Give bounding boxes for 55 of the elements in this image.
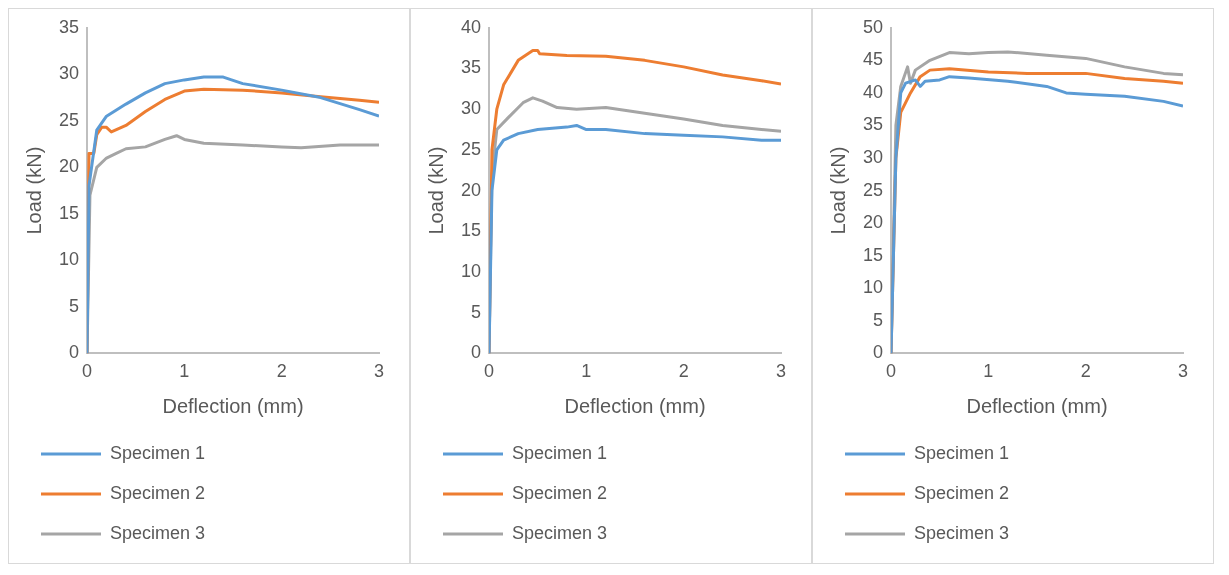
legend-label: Specimen 2 [512, 482, 608, 503]
legend-label: Specimen 3 [914, 522, 1010, 543]
y-tick-label: 20 [58, 156, 80, 177]
x-tick-label: 0 [484, 361, 495, 382]
y-tick-label: 40 [862, 81, 884, 102]
x-tick-label: 0 [82, 361, 93, 382]
x-tick-label: 2 [276, 361, 287, 382]
y-tick-label: 10 [58, 249, 80, 270]
y-axis-title: Load (kN) [826, 146, 849, 235]
y-tick-label: 30 [58, 63, 80, 84]
y-tick-label: 5 [471, 301, 482, 322]
x-axis-title: Deflection (mm) [162, 394, 304, 417]
y-tick-label: 25 [460, 138, 482, 159]
legend-label: Specimen 2 [110, 482, 206, 503]
y-axis-title: Load (kN) [424, 146, 447, 235]
x-tick-label: 0 [886, 361, 897, 382]
legend-label: Specimen 1 [110, 442, 206, 463]
x-tick-label: 3 [373, 361, 385, 382]
y-tick-label: 30 [862, 147, 884, 168]
x-tick-label: 2 [678, 361, 689, 382]
x-tick-label: 1 [581, 361, 592, 382]
y-tick-label: 25 [862, 179, 884, 200]
x-axis-title: Deflection (mm) [966, 394, 1108, 417]
y-axis-title: Load (kN) [22, 146, 45, 235]
y-tick-label: 35 [862, 114, 884, 135]
y-tick-label: 10 [862, 277, 884, 298]
x-tick-label: 3 [775, 361, 787, 382]
x-tick-label: 2 [1080, 361, 1091, 382]
legend-label: Specimen 2 [914, 482, 1010, 503]
y-tick-label: 5 [873, 309, 884, 330]
y-tick-label: 30 [460, 98, 482, 119]
x-tick-label: 1 [983, 361, 994, 382]
y-tick-label: 35 [58, 16, 80, 37]
y-tick-label: 20 [460, 179, 482, 200]
y-tick-label: 15 [862, 244, 884, 265]
x-tick-label: 1 [179, 361, 190, 382]
legend-label: Specimen 3 [512, 522, 608, 543]
legend-label: Specimen 3 [110, 522, 206, 543]
legend-label: Specimen 1 [512, 442, 608, 463]
y-tick-label: 10 [460, 260, 482, 281]
x-tick-label: 3 [1177, 361, 1189, 382]
y-tick-label: 15 [58, 202, 80, 223]
y-tick-label: 35 [460, 57, 482, 78]
y-tick-label: 0 [471, 342, 482, 363]
y-tick-label: 0 [873, 342, 884, 363]
y-tick-label: 40 [460, 16, 482, 37]
y-tick-label: 50 [862, 16, 884, 37]
y-tick-label: 20 [862, 212, 884, 233]
y-tick-label: 15 [460, 220, 482, 241]
y-tick-label: 5 [69, 295, 80, 316]
x-axis-title: Deflection (mm) [564, 394, 706, 417]
y-tick-label: 0 [69, 342, 80, 363]
y-tick-label: 25 [58, 109, 80, 130]
legend-label: Specimen 1 [914, 442, 1010, 463]
y-tick-label: 45 [862, 49, 884, 70]
